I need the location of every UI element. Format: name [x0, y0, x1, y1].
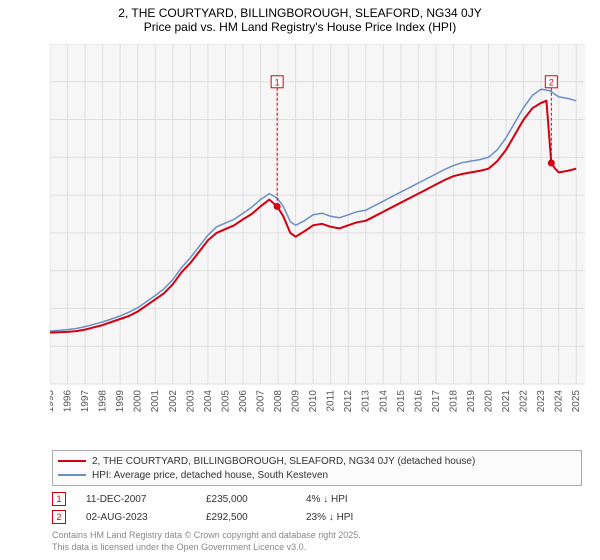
legend-swatch-price-paid — [58, 460, 86, 462]
svg-text:2021: 2021 — [501, 390, 512, 413]
svg-text:1: 1 — [275, 77, 280, 87]
svg-text:2005: 2005 — [220, 390, 231, 413]
svg-text:1995: 1995 — [50, 390, 56, 413]
footer-line1: Contains HM Land Registry data © Crown c… — [52, 530, 361, 542]
legend-row-price-paid: 2, THE COURTYARD, BILLINGBOROUGH, SLEAFO… — [58, 454, 576, 468]
legend-label-hpi: HPI: Average price, detached house, Sout… — [92, 470, 328, 481]
svg-text:2020: 2020 — [484, 390, 495, 413]
footer-note: Contains HM Land Registry data © Crown c… — [52, 530, 361, 553]
svg-text:2019: 2019 — [466, 390, 477, 413]
svg-text:1999: 1999 — [115, 390, 126, 413]
svg-text:2000: 2000 — [133, 390, 144, 413]
sale-delta: 23% ↓ HPI — [306, 512, 406, 523]
svg-text:2022: 2022 — [519, 390, 530, 413]
svg-text:2: 2 — [549, 77, 554, 87]
chart-container: 2, THE COURTYARD, BILLINGBOROUGH, SLEAFO… — [0, 0, 600, 560]
svg-text:2008: 2008 — [273, 390, 284, 413]
svg-text:2007: 2007 — [255, 390, 266, 413]
sale-date: 11-DEC-2007 — [86, 494, 206, 505]
svg-text:1997: 1997 — [80, 390, 91, 413]
sale-price: £292,500 — [206, 512, 306, 523]
footer-line2: This data is licensed under the Open Gov… — [52, 542, 361, 554]
sale-row: 1 11-DEC-2007 £235,000 4% ↓ HPI — [52, 490, 582, 508]
title-block: 2, THE COURTYARD, BILLINGBOROUGH, SLEAFO… — [0, 0, 600, 34]
svg-text:2018: 2018 — [448, 390, 459, 413]
sale-date: 02-AUG-2023 — [86, 512, 206, 523]
title-line1: 2, THE COURTYARD, BILLINGBOROUGH, SLEAFO… — [0, 6, 600, 20]
svg-text:2025: 2025 — [571, 390, 582, 413]
svg-text:2012: 2012 — [343, 390, 354, 413]
svg-text:2009: 2009 — [291, 390, 302, 413]
svg-text:1996: 1996 — [63, 390, 74, 413]
chart-svg: £0£50K£100K£150K£200K£250K£300K£350K£400… — [50, 44, 585, 424]
legend: 2, THE COURTYARD, BILLINGBOROUGH, SLEAFO… — [52, 450, 582, 486]
svg-text:2015: 2015 — [396, 390, 407, 413]
svg-text:2013: 2013 — [361, 390, 372, 413]
legend-swatch-hpi — [58, 474, 86, 476]
svg-text:2003: 2003 — [185, 390, 196, 413]
sale-row: 2 02-AUG-2023 £292,500 23% ↓ HPI — [52, 508, 582, 526]
svg-text:2006: 2006 — [238, 390, 249, 413]
x-axis-labels: 1995 1996 1997 1998 1999 2000 2001 2002 2003 2004… — [50, 390, 582, 413]
legend-label-price-paid: 2, THE COURTYARD, BILLINGBOROUGH, SLEAFO… — [92, 456, 475, 467]
svg-text:2011: 2011 — [326, 390, 337, 412]
sales-table: 1 11-DEC-2007 £235,000 4% ↓ HPI 2 02-AUG… — [52, 490, 582, 526]
svg-text:2002: 2002 — [168, 390, 179, 413]
svg-text:2023: 2023 — [536, 390, 547, 413]
svg-text:2001: 2001 — [150, 390, 161, 413]
svg-text:2016: 2016 — [413, 390, 424, 413]
sale-delta: 4% ↓ HPI — [306, 494, 406, 505]
svg-text:1998: 1998 — [98, 390, 109, 413]
svg-text:2004: 2004 — [203, 390, 214, 413]
svg-text:2010: 2010 — [308, 390, 319, 413]
legend-row-hpi: HPI: Average price, detached house, Sout… — [58, 468, 576, 482]
sale-price: £235,000 — [206, 494, 306, 505]
title-line2: Price paid vs. HM Land Registry's House … — [0, 20, 600, 34]
sale-marker-1: 1 — [52, 492, 66, 506]
svg-text:2024: 2024 — [554, 390, 565, 413]
svg-text:2017: 2017 — [431, 390, 442, 413]
sale-marker-2: 2 — [52, 510, 66, 524]
svg-text:2014: 2014 — [378, 390, 389, 413]
